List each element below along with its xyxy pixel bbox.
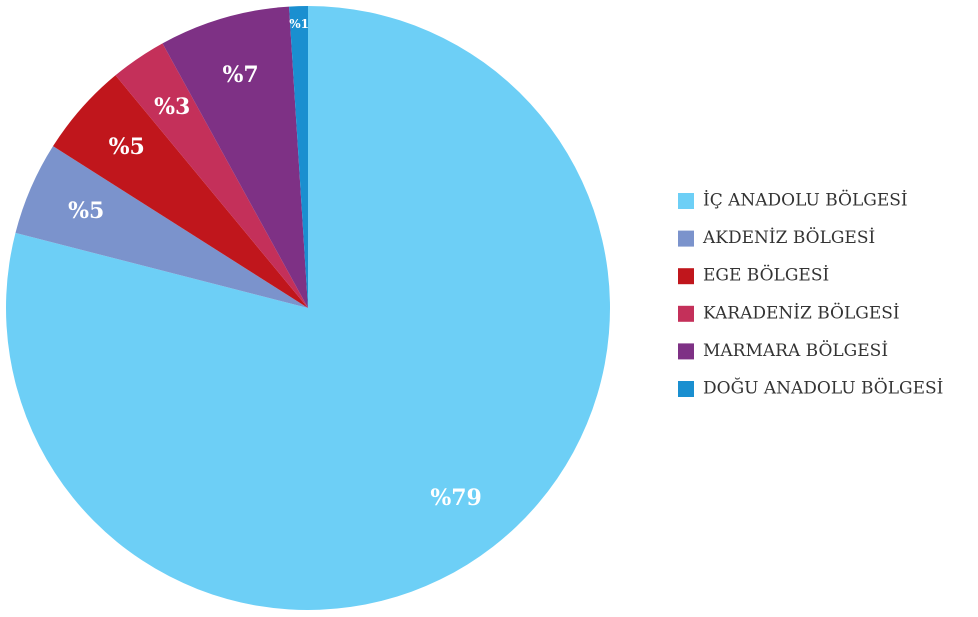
pie-slice <box>162 6 308 309</box>
legend-swatch <box>678 305 694 322</box>
legend-swatch <box>678 193 694 209</box>
slice-label: %7 <box>222 62 258 88</box>
pie-slice <box>115 43 308 309</box>
pie-slice <box>15 146 309 308</box>
legend-label: KARADENİZ BÖLGESİ <box>703 302 900 323</box>
legend-label: AKDENİZ BÖLGESİ <box>702 227 875 248</box>
slice-label: %5 <box>109 134 145 160</box>
legend-swatch <box>678 268 694 285</box>
slice-label: %1 <box>289 17 309 31</box>
pie-slice <box>6 6 611 610</box>
legend-swatch <box>678 343 694 360</box>
legend-label: DOĞU ANADOLU BÖLGESİ <box>703 378 943 399</box>
legend-swatch <box>678 230 694 247</box>
pie-slice <box>289 6 308 308</box>
slice-label: %5 <box>68 198 104 224</box>
legend-label: MARMARA BÖLGESİ <box>703 340 888 361</box>
legend-swatch <box>678 381 694 397</box>
pie-slice <box>53 75 308 309</box>
legend-label: İÇ ANADOLU BÖLGESİ <box>703 190 908 211</box>
slice-label: %79 <box>430 485 482 511</box>
legend-label: EGE BÖLGESİ <box>703 265 829 286</box>
slice-label: %3 <box>154 94 190 120</box>
